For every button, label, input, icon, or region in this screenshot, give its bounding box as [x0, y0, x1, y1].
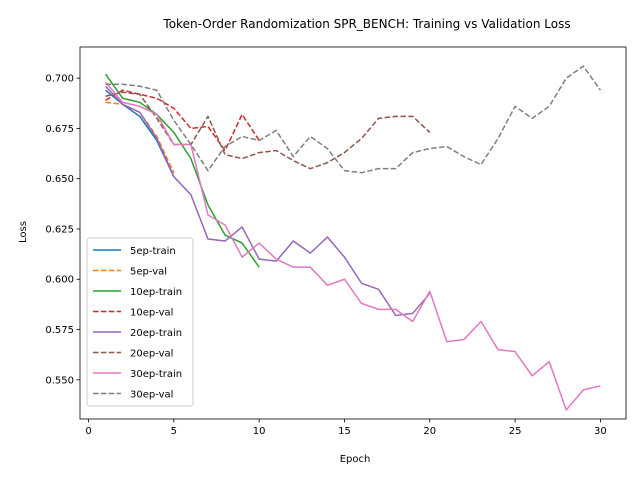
y-tick-label: 0.700	[45, 74, 74, 85]
series-line-10ep-train	[104, 73, 260, 268]
legend-label-10ep-val: 10ep-val	[130, 308, 173, 319]
x-axis-label: Epoch	[340, 454, 371, 465]
y-axis-label: Loss	[18, 221, 29, 243]
legend-label-20ep-val: 20ep-val	[130, 349, 173, 360]
y-tick-label: 0.600	[45, 275, 74, 286]
plot-area	[79, 46, 627, 420]
x-tick-label: 25	[509, 426, 522, 437]
chart-title: Token-Order Randomization SPR_BENCH: Tra…	[162, 17, 570, 31]
series-line-20ep-train	[105, 85, 431, 317]
x-tick-label: 10	[253, 426, 266, 437]
x-tick-label: 15	[338, 426, 351, 437]
legend-label-30ep-val: 30ep-val	[130, 390, 173, 401]
legend-label-5ep-val: 5ep-val	[130, 267, 167, 278]
y-tick-label: 0.575	[45, 325, 74, 336]
x-tick-label: 5	[171, 426, 177, 437]
plot-frame	[79, 46, 627, 420]
legend-box	[86, 237, 194, 407]
y-axis-ticks: 0.550 0.575 0.600 0.625 0.650 0.675 0.700	[45, 74, 80, 386]
legend-label-30ep-train: 30ep-train	[130, 369, 182, 380]
legend-label-20ep-train: 20ep-train	[130, 328, 182, 339]
y-tick-label: 0.625	[45, 224, 74, 235]
y-tick-label: 0.675	[45, 124, 74, 135]
series-line-30ep-val	[105, 65, 602, 174]
legend: 5ep-train 5ep-val 10ep-train 10ep-val 20ep-t…	[86, 237, 194, 407]
x-tick-label: 30	[594, 426, 607, 437]
series-lines	[104, 65, 602, 411]
series-line-30ep-train	[105, 81, 601, 411]
legend-label-5ep-train: 5ep-train	[130, 246, 176, 257]
x-tick-label: 20	[423, 426, 436, 437]
y-tick-label: 0.650	[45, 174, 74, 185]
x-axis-ticks: 0 5 10 15 20 25 30	[85, 419, 607, 437]
legend-label-10ep-train: 10ep-train	[130, 287, 182, 298]
y-tick-label: 0.550	[45, 375, 74, 386]
series-line-20ep-val	[105, 91, 431, 170]
series-line-10ep-val	[105, 89, 260, 152]
x-tick-label: 0	[85, 426, 91, 437]
